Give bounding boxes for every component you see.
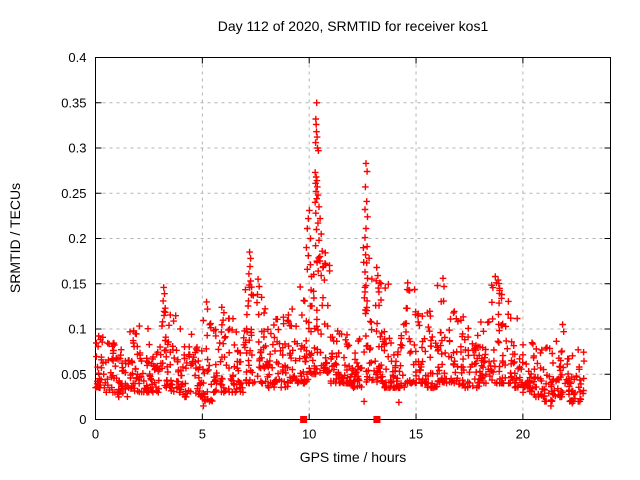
chart-title: Day 112 of 2020, SRMTID for receiver kos… (218, 18, 489, 34)
svg-text:0: 0 (92, 427, 99, 442)
axis-event-markers (300, 416, 381, 423)
svg-text:0.05: 0.05 (61, 367, 86, 382)
axis-ticks (95, 57, 611, 420)
x-axis-label: GPS time / hours (300, 449, 407, 465)
svg-text:0.3: 0.3 (68, 141, 86, 156)
svg-text:10: 10 (302, 427, 316, 442)
svg-text:0.4: 0.4 (68, 50, 86, 65)
svg-text:0.1: 0.1 (68, 322, 86, 337)
axis-tick-labels: 0 5 10 15 20 0 0.05 0.1 0.15 0.2 0.25 0.3 0.35 0.4 (61, 50, 530, 442)
svg-text:15: 15 (409, 427, 423, 442)
svg-text:0.35: 0.35 (61, 95, 86, 110)
svg-text:5: 5 (199, 427, 206, 442)
y-axis-label: SRMTID / TECUs (7, 183, 23, 293)
svg-text:0.15: 0.15 (61, 276, 86, 291)
svg-text:20: 20 (516, 427, 530, 442)
svg-text:0.25: 0.25 (61, 186, 86, 201)
svg-text:0: 0 (79, 412, 86, 427)
data-points (92, 99, 588, 410)
svg-text:0.2: 0.2 (68, 231, 86, 246)
